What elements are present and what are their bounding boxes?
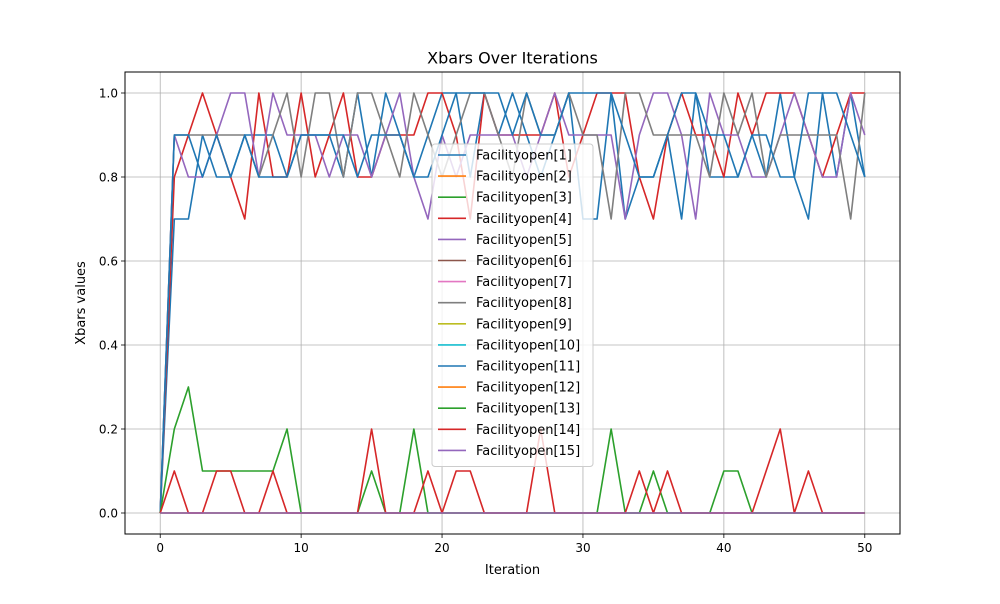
legend-label: Facilityopen[3] (476, 191, 572, 206)
series-layer (159, 92, 866, 514)
y-tick-label: 0.2 (99, 423, 118, 437)
legend-label: Facilityopen[11] (476, 360, 580, 375)
legend-label: Facilityopen[5] (476, 233, 572, 248)
legend-label: Facilityopen[1] (476, 149, 572, 164)
y-axis-label: Xbars values (74, 261, 89, 345)
x-tick-label: 40 (716, 541, 731, 555)
series-line-facilityopen-11 (159, 92, 866, 514)
legend-label: Facilityopen[8] (476, 296, 572, 311)
legend-label: Facilityopen[15] (476, 444, 580, 459)
y-tick-label: 0.0 (99, 507, 118, 521)
x-tick-label: 50 (857, 541, 872, 555)
chart-title: Xbars Over Iterations (427, 49, 598, 68)
legend-label: Facilityopen[2] (476, 170, 572, 185)
legend-label: Facilityopen[7] (476, 275, 572, 290)
legend-label: Facilityopen[10] (476, 338, 580, 353)
legend-box (431, 143, 594, 467)
y-tick-label: 0.4 (99, 339, 118, 353)
legend-label: Facilityopen[14] (476, 423, 580, 438)
x-tick-label: 0 (156, 541, 164, 555)
axis-ticks: 0 10 20 30 40 50 0.0 0.2 0.4 0.6 0.8 1.0 (99, 87, 873, 556)
y-tick-label: 1.0 (99, 87, 118, 101)
x-tick-label: 10 (293, 541, 308, 555)
legend-label: Facilityopen[12] (476, 381, 580, 396)
legend-label: Facilityopen[4] (476, 212, 572, 227)
legend-label: Facilityopen[13] (476, 402, 580, 417)
legend-label: Facilityopen[9] (476, 317, 572, 332)
plot-frame (124, 71, 901, 535)
legend: Facilityopen[1] Facilityopen[2] Facilityop… (431, 143, 594, 467)
x-tick-label: 20 (434, 541, 449, 555)
x-tick-label: 30 (575, 541, 590, 555)
y-tick-label: 0.6 (99, 255, 118, 269)
legend-label: Facilityopen[6] (476, 254, 572, 269)
y-tick-label: 0.8 (99, 171, 118, 185)
x-axis-label: Iteration (485, 563, 540, 578)
